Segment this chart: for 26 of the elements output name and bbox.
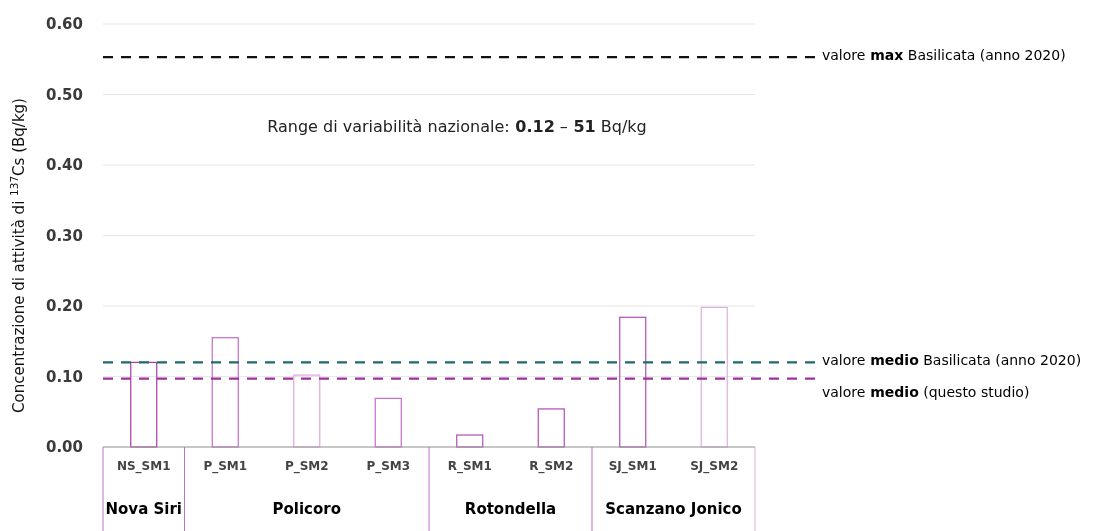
x-tick-label: P_SM3 — [366, 459, 411, 474]
y-tick-label: 0.00 — [45, 438, 83, 457]
text: Rotondella — [464, 500, 557, 518]
x-tick-label: R_SM2 — [529, 459, 574, 474]
ref-line-label: valore medio (questo studio) — [822, 383, 1030, 400]
x-tick-label: SJ_SM2 — [690, 459, 739, 474]
y-tick-label: 0.40 — [45, 156, 83, 175]
annotation: Range di variabilità nazionale: 0.12 – 51 Bq/kg — [267, 117, 647, 136]
y-tick-label: 0.30 — [45, 226, 83, 245]
text: Nova Siri — [105, 500, 182, 518]
text: Policoro — [272, 500, 341, 518]
y-tick-label: 0.50 — [45, 85, 83, 104]
x-tick-label: R_SM1 — [447, 459, 492, 474]
x-tick-label: P_SM2 — [284, 459, 329, 474]
text: Scanzano Jonico — [605, 500, 742, 518]
ref-line-label: valore medio Basilicata (anno 2020) — [822, 352, 1082, 369]
x-tick-label: SJ_SM1 — [608, 459, 657, 474]
bar — [211, 337, 239, 448]
x-tick-label: NS_SM1 — [116, 459, 171, 474]
x-tick-label: P_SM1 — [203, 459, 248, 474]
bar — [700, 306, 728, 448]
y-tick-label: 0.60 — [45, 15, 83, 34]
ref-line-label: valore max Basilicata (anno 2020) — [822, 47, 1066, 64]
y-tick-label: 0.20 — [45, 297, 83, 316]
bar — [619, 316, 647, 448]
y-tick-label: 0.10 — [45, 367, 83, 386]
